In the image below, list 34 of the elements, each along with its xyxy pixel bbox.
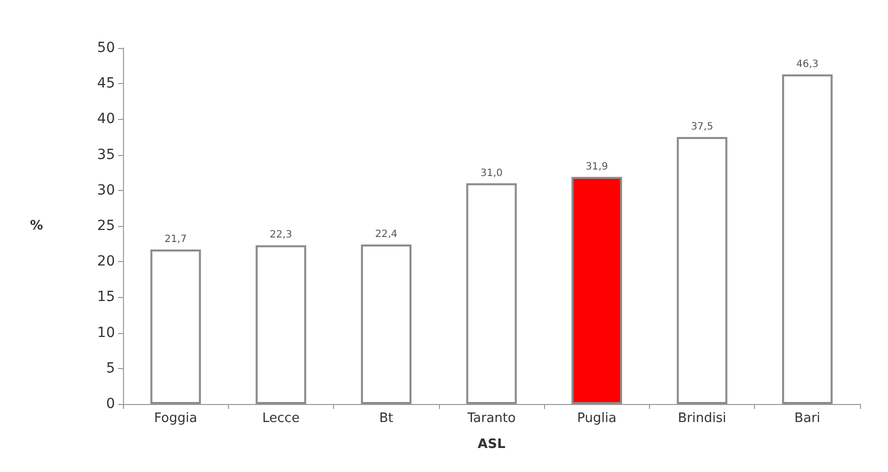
y-tick-label: 50 xyxy=(97,40,115,56)
x-tick-label: Bari xyxy=(794,411,820,426)
bar xyxy=(572,176,622,404)
y-tick-label: 40 xyxy=(97,111,115,128)
y-tick-label: 20 xyxy=(97,254,115,270)
data-label: 22,3 xyxy=(270,230,292,241)
y-tick-label: 0 xyxy=(106,396,115,412)
bar xyxy=(360,244,412,404)
y-tick-label: 15 xyxy=(97,289,115,306)
data-label: 37,5 xyxy=(690,122,714,132)
bar xyxy=(150,249,201,404)
bar xyxy=(256,245,306,404)
y-tick-label: 30 xyxy=(97,182,115,198)
y-tick-label: 35 xyxy=(97,146,115,163)
y-axis-title: % xyxy=(30,218,43,234)
x-tick-label: Taranto xyxy=(466,411,516,426)
x-axis-title: ASL xyxy=(478,437,506,452)
x-tick-label: Brindisi xyxy=(678,411,726,426)
y-tick-label: 10 xyxy=(97,324,115,341)
x-tick-label: Lecce xyxy=(262,411,300,426)
data-label: 31,0 xyxy=(480,168,503,179)
y-tick-label: 5 xyxy=(106,360,115,376)
x-tick-label: Bt xyxy=(379,411,394,426)
bar xyxy=(676,137,728,404)
x-tick-label: Puglia xyxy=(577,411,616,426)
x-tick-label: Foggia xyxy=(154,411,198,426)
data-label: 31,9 xyxy=(586,161,608,172)
bar xyxy=(782,74,833,404)
bar xyxy=(466,183,517,404)
y-tick-label: 45 xyxy=(97,76,115,92)
data-label: 21,7 xyxy=(164,234,187,245)
data-label: 46,3 xyxy=(796,58,818,70)
data-label: 22,4 xyxy=(375,229,398,240)
y-tick-label: 25 xyxy=(97,218,115,234)
